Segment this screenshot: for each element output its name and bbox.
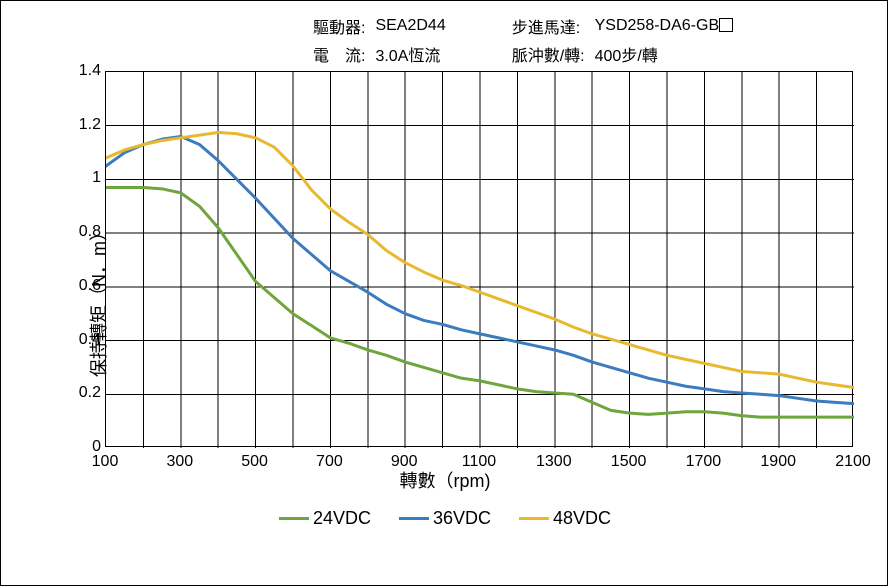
x-tick: 700 (316, 453, 343, 471)
legend: 24VDC 36VDC 48VDC (279, 508, 611, 529)
legend-item: 36VDC (399, 508, 491, 529)
y-tick: 0.4 (61, 331, 101, 349)
legend-swatch (399, 517, 429, 520)
y-tick: 0.6 (61, 277, 101, 295)
current-label: 電 流: (313, 48, 365, 65)
motor-suffix-box (719, 18, 733, 32)
plot-region (105, 71, 853, 447)
x-tick: 900 (391, 453, 418, 471)
y-tick: 1.2 (61, 116, 101, 134)
legend-label: 36VDC (433, 508, 491, 529)
legend-label: 48VDC (553, 508, 611, 529)
chart-frame: 驅動器: SEA2D44 步進馬達: YSD258-DA6-GB 電 流: 3.… (0, 0, 888, 586)
x-tick: 100 (92, 453, 119, 471)
y-tick: 0.2 (61, 384, 101, 402)
motor-value: YSD258-DA6-GB (595, 17, 720, 34)
x-tick: 1900 (760, 453, 796, 471)
chart-area: 保持轉矩（N．m） 轉數（rpm) 00.20.40.60.811.21.4 1… (21, 65, 869, 535)
legend-swatch (279, 517, 309, 520)
motor-label: 步進馬達: (512, 20, 580, 37)
x-tick: 2100 (835, 453, 871, 471)
x-tick: 1500 (611, 453, 647, 471)
x-tick: 500 (241, 453, 268, 471)
driver-label: 驅動器: (313, 20, 365, 37)
current-value: 3.0A恆流 (375, 41, 453, 67)
legend-item: 24VDC (279, 508, 371, 529)
spec-header: 驅動器: SEA2D44 步進馬達: YSD258-DA6-GB 電 流: 3.… (311, 11, 743, 69)
legend-swatch (519, 517, 549, 520)
driver-value: SEA2D44 (375, 13, 453, 39)
legend-item: 48VDC (519, 508, 611, 529)
pulses-label: 脈沖數/轉: (512, 48, 585, 65)
y-tick: 1.4 (61, 62, 101, 80)
y-tick: 0.8 (61, 223, 101, 241)
x-tick: 300 (166, 453, 193, 471)
pulses-value: 400步/轉 (595, 41, 742, 67)
x-tick: 1100 (462, 453, 496, 471)
x-tick: 1700 (686, 453, 722, 471)
y-tick: 1 (61, 169, 101, 187)
legend-label: 24VDC (313, 508, 371, 529)
plot-svg (106, 72, 854, 448)
x-tick: 1300 (536, 453, 572, 471)
